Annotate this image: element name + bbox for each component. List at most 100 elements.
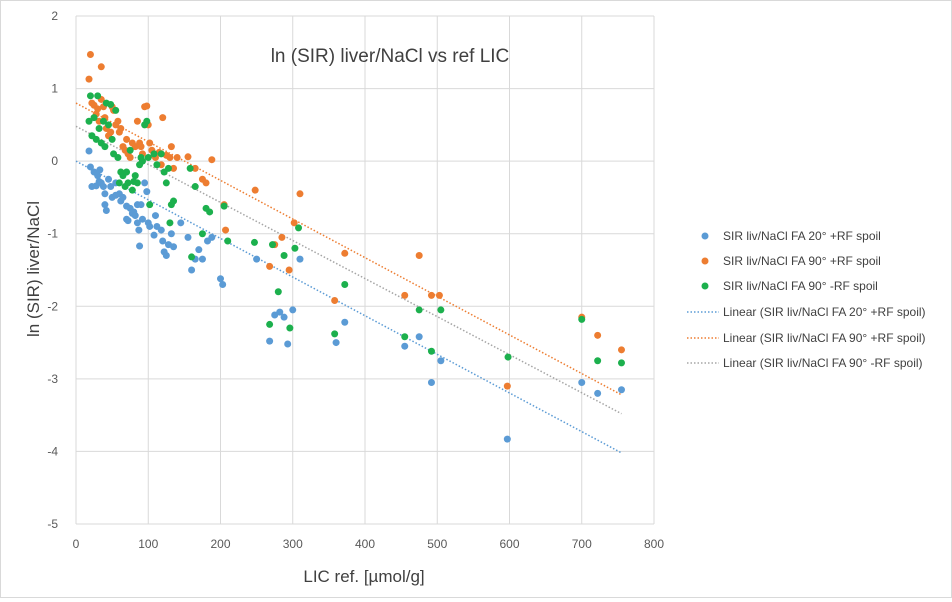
data-point-series-2: [285, 266, 293, 274]
data-point-series-1: [94, 172, 102, 180]
data-point-series-1: [85, 147, 93, 155]
data-point-series-3: [250, 238, 258, 246]
data-point-series-3: [269, 241, 277, 249]
data-point-series-1: [86, 163, 94, 171]
data-point-series-1: [105, 175, 113, 183]
x-tick-label: 500: [427, 537, 447, 551]
data-point-series-1: [296, 255, 304, 263]
data-point-series-2: [126, 154, 134, 162]
legend-marker-series-1: [701, 232, 709, 240]
data-point-series-3: [188, 253, 196, 261]
data-point-series-1: [101, 190, 109, 198]
data-point-series-2: [296, 190, 304, 198]
data-point-series-3: [92, 135, 100, 143]
data-point-series-1: [137, 201, 145, 209]
data-point-series-2: [401, 291, 409, 299]
x-tick-label: 100: [138, 537, 158, 551]
data-point-series-1: [157, 226, 165, 234]
legend-label-series-3: SIR liv/NaCl FA 90° -RF spoil: [723, 279, 878, 293]
gridlines: [76, 15, 655, 525]
data-point-series-3: [94, 92, 102, 100]
data-point-series-3: [415, 306, 423, 314]
data-point-series-2: [85, 75, 93, 83]
trendline-3: [75, 125, 622, 415]
data-point-series-3: [138, 157, 146, 165]
y-tick-label: -3: [47, 372, 58, 386]
data-point-series-3: [143, 117, 151, 125]
data-point-series-1: [177, 219, 185, 227]
data-point-series-3: [198, 230, 206, 238]
data-point-series-2: [146, 139, 154, 147]
tick-labels: 0 100 200 300 400 500 600 700 800 2 1 0 -1 -2 -3 -4 -5: [47, 9, 664, 551]
x-tick-label: 600: [499, 537, 519, 551]
data-point-series-1: [253, 255, 261, 263]
data-point-series-2: [435, 291, 443, 299]
data-point-series-1: [102, 206, 110, 214]
data-point-series-1: [341, 318, 349, 326]
data-point-series-1: [208, 233, 216, 241]
data-point-series-1: [503, 435, 511, 443]
axes: [75, 16, 654, 525]
data-point-series-3: [112, 106, 120, 114]
data-point-series-1: [159, 237, 167, 245]
data-point-series-3: [164, 164, 172, 172]
data-points: [85, 50, 625, 443]
data-point-series-3: [341, 281, 349, 289]
data-point-series-3: [95, 124, 103, 132]
data-point-series-1: [135, 226, 143, 234]
data-point-series-3: [220, 202, 228, 210]
data-point-series-2: [184, 153, 192, 161]
data-point-series-1: [133, 219, 141, 227]
data-point-series-1: [578, 378, 586, 386]
data-point-series-2: [123, 135, 131, 143]
data-point-series-2: [202, 179, 210, 187]
data-point-series-1: [415, 333, 423, 341]
trendline-1: [75, 160, 622, 454]
x-tick-label: 700: [572, 537, 592, 551]
data-point-series-3: [85, 117, 93, 125]
data-point-series-3: [153, 161, 161, 169]
legend-marker-series-3: [701, 282, 709, 290]
data-point-series-1: [170, 243, 178, 251]
data-point-series-3: [114, 154, 122, 162]
data-point-series-2: [617, 346, 625, 354]
data-point-series-3: [144, 154, 152, 162]
data-point-series-3: [617, 359, 625, 367]
data-point-series-3: [166, 219, 174, 227]
data-point-series-3: [115, 179, 123, 187]
data-point-series-2: [97, 63, 105, 71]
data-point-series-2: [594, 331, 602, 339]
data-point-series-1: [401, 342, 409, 350]
data-point-series-3: [291, 244, 299, 252]
legend-item-trend-1: Linear (SIR liv/NaCl FA 20° +RF spoil): [687, 305, 926, 319]
data-point-series-3: [162, 179, 170, 187]
data-point-series-3: [186, 164, 194, 172]
data-point-series-1: [437, 357, 445, 365]
data-point-series-1: [96, 166, 104, 174]
data-point-series-2: [94, 105, 102, 113]
data-point-series-3: [331, 330, 339, 338]
data-point-series-1: [280, 313, 288, 321]
data-point-series-3: [504, 353, 512, 361]
data-point-series-2: [167, 143, 175, 151]
data-point-series-1: [188, 266, 196, 274]
data-point-series-2: [290, 219, 298, 227]
data-point-series-3: [126, 146, 134, 154]
data-point-series-2: [137, 143, 145, 151]
legend-label-series-2: SIR liv/NaCl FA 90° +RF spoil: [723, 254, 881, 268]
data-point-series-1: [151, 212, 159, 220]
data-point-series-1: [143, 188, 151, 196]
legend-item-series-1: SIR liv/NaCl FA 20° +RF spoil: [701, 229, 881, 243]
data-point-series-1: [141, 179, 149, 187]
data-point-series-1: [289, 306, 297, 314]
data-point-series-2: [208, 156, 216, 164]
data-point-series-1: [131, 212, 139, 220]
data-point-series-2: [503, 382, 511, 390]
y-tick-label: -1: [47, 227, 58, 241]
legend-item-series-2: SIR liv/NaCl FA 90° +RF spoil: [701, 254, 881, 268]
data-point-series-3: [401, 333, 409, 341]
data-point-series-3: [99, 117, 107, 125]
data-point-series-1: [219, 281, 227, 289]
data-point-series-2: [159, 114, 167, 122]
y-tick-label: -5: [47, 517, 58, 531]
